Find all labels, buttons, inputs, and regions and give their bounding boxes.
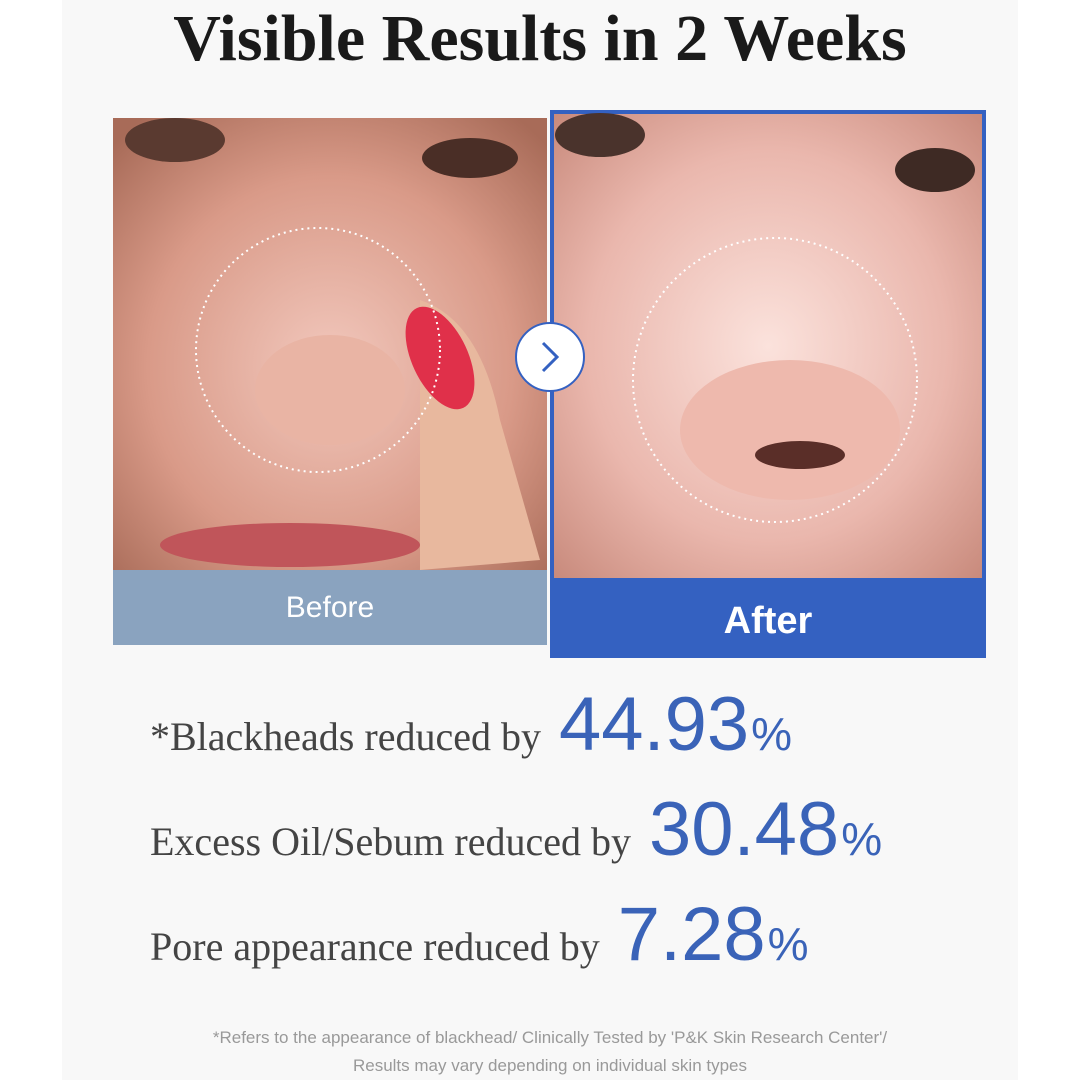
- footnote: Results may vary depending on individual…: [353, 1056, 747, 1075]
- before-photo: [113, 118, 547, 570]
- stat-label: Pore appearance reduced by: [150, 924, 600, 969]
- stat-unit: %: [751, 708, 792, 760]
- footnote: *Refers to the appearance of blackhead/ …: [213, 1028, 888, 1047]
- arrow-icon: [515, 322, 585, 392]
- stat-value: 30.48: [649, 787, 839, 872]
- before-label: Before: [286, 591, 374, 624]
- after-label: After: [724, 600, 813, 642]
- stat-line: Excess Oil/Sebum reduced by 30.48%: [150, 787, 882, 872]
- stat-line: *Blackheads reduced by 44.93%: [150, 682, 792, 767]
- title: Visible Results in 2 Weeks: [173, 2, 906, 75]
- stat-value: 7.28: [618, 892, 766, 977]
- stat-label: Excess Oil/Sebum reduced by: [150, 819, 631, 864]
- stat-line: Pore appearance reduced by 7.28%: [150, 892, 809, 977]
- stat-unit: %: [768, 918, 809, 970]
- stat-unit: %: [841, 813, 882, 865]
- before-label-bar: [113, 570, 547, 645]
- stat-value: 44.93: [559, 682, 749, 767]
- stat-label: *Blackheads reduced by: [150, 714, 541, 759]
- after-photo: [550, 110, 986, 658]
